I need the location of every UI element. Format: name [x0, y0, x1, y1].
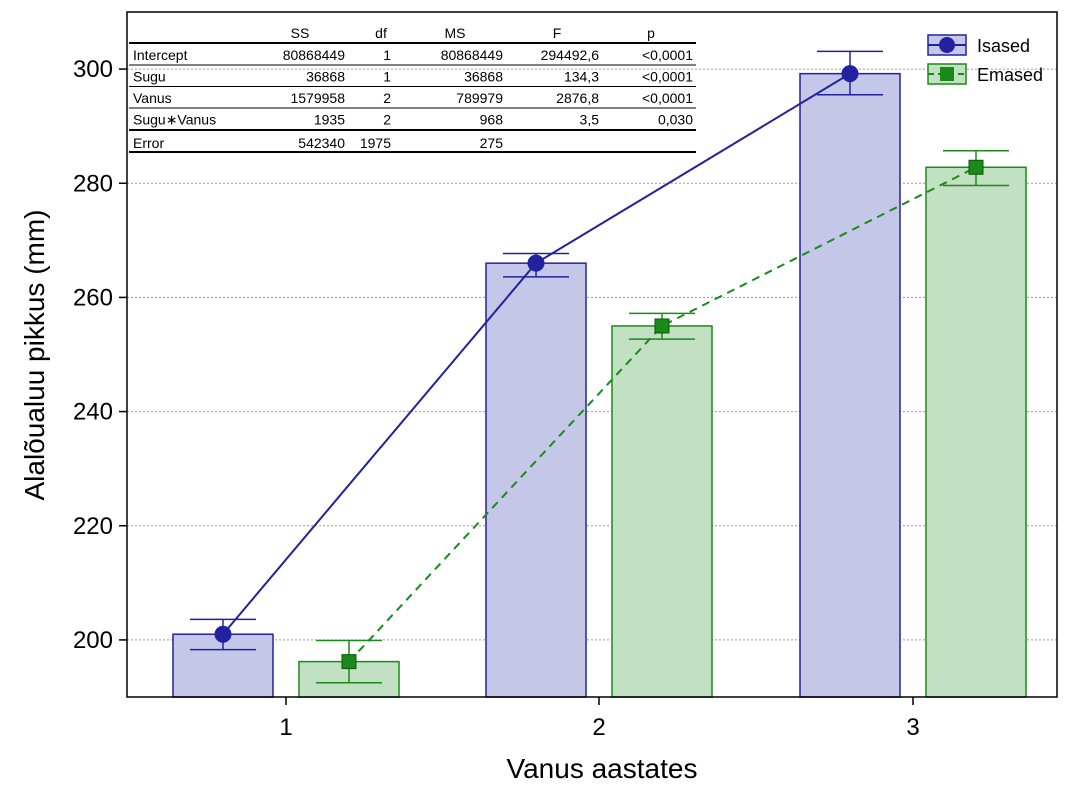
point-marker: [968, 159, 984, 175]
table-cell: 1579958: [290, 90, 345, 106]
grid: [127, 68, 1057, 641]
table-cell: 789979: [456, 90, 503, 106]
table-cell: 80868449: [283, 47, 346, 63]
table-cell: <0,0001: [642, 90, 693, 106]
legend-marker: [940, 67, 954, 81]
table-row-label: Sugu: [133, 69, 166, 85]
y-tick-label: 220: [73, 513, 113, 540]
y-tick-label: 260: [73, 284, 113, 311]
point-marker: [527, 254, 545, 272]
point-marker: [214, 625, 232, 643]
table-cell: 36868: [306, 69, 345, 85]
legend-marker: [939, 37, 955, 53]
table-cell: 0,030: [658, 112, 693, 128]
table-cell: 542340: [298, 135, 345, 151]
y-tick-label: 240: [73, 399, 113, 426]
x-tick-label: 3: [906, 714, 919, 741]
table-cell: 1935: [314, 112, 345, 128]
bars: [172, 72, 1027, 698]
y-tick-label: 280: [73, 170, 113, 197]
table-cell: 1: [383, 47, 391, 63]
point-marker: [841, 65, 859, 83]
table-cell: <0,0001: [642, 69, 693, 85]
plot-frame: [126, 11, 1058, 698]
table-cell: <0,0001: [642, 47, 693, 63]
x-tick-label: 2: [592, 714, 605, 741]
bar: [799, 72, 901, 698]
table-cell: 80868449: [441, 47, 504, 63]
table-cell: 275: [480, 135, 504, 151]
table-cell: 1975: [360, 135, 391, 151]
y-tick-label: 200: [73, 627, 113, 654]
bar: [611, 325, 713, 698]
table-row-label: Sugu∗Vanus: [133, 112, 216, 128]
table-cell: 3,5: [580, 112, 600, 128]
table-cell: 2: [383, 90, 391, 106]
axes: 200 220 240 260 280 300 1 2 3: [73, 56, 920, 741]
legend: Isased Emased: [927, 34, 1043, 85]
table-cell: 2876,8: [556, 90, 599, 106]
table-header: df: [375, 25, 387, 41]
y-tick-label: 300: [73, 56, 113, 83]
table-row-label: Vanus: [133, 90, 172, 106]
table-cell: 2: [383, 112, 391, 128]
legend-label: Emased: [977, 65, 1043, 85]
bar: [925, 166, 1027, 698]
table-header: MS: [445, 25, 466, 41]
x-tick-label: 1: [279, 714, 292, 741]
table-header: SS: [291, 25, 310, 41]
x-axis-title: Vanus aastates: [507, 753, 698, 784]
table-row-label: Intercept: [133, 47, 188, 63]
point-marker: [654, 318, 670, 334]
table-cell: 134,3: [564, 69, 599, 85]
bar: [485, 262, 587, 698]
table-cell: 968: [480, 112, 504, 128]
series-line: [348, 166, 977, 663]
table-header: p: [647, 25, 655, 41]
table-header: F: [553, 25, 562, 41]
table-cell: 294492,6: [541, 47, 600, 63]
table-cell: 36868: [464, 69, 503, 85]
y-axis-title: Alalõualuu pikkus (mm): [19, 210, 50, 501]
markers: [214, 65, 984, 670]
legend-label: Isased: [977, 36, 1030, 56]
table-cell: 1: [383, 69, 391, 85]
table-row-label: Error: [133, 135, 164, 151]
point-marker: [341, 654, 357, 670]
